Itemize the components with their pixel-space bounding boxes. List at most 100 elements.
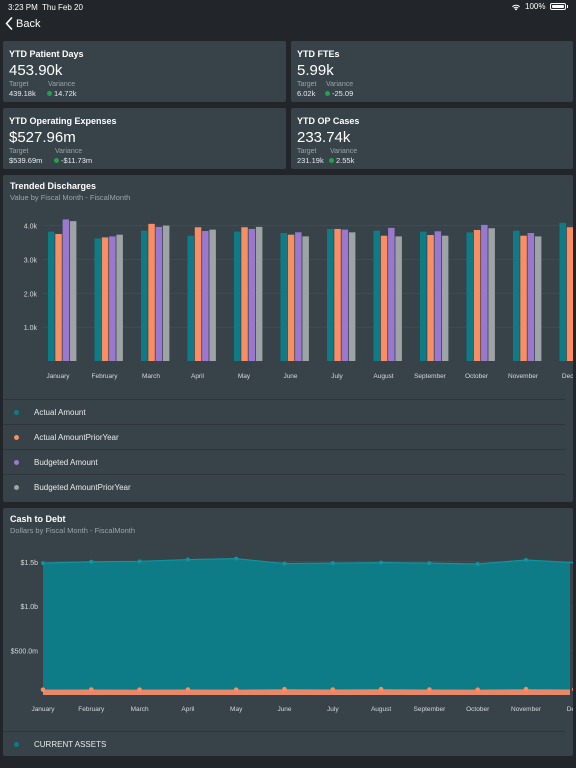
kpi-title: YTD Patient Days <box>9 49 84 59</box>
point-current-assets <box>379 560 384 565</box>
target-value-text: 231.19k <box>297 156 324 165</box>
target-value: 231.19k <box>297 156 324 165</box>
x-tick-label: February <box>91 373 118 380</box>
x-tick-label: August <box>373 373 393 380</box>
point-current-assets <box>41 561 45 566</box>
bar <box>527 232 535 361</box>
x-tick-label: June <box>277 706 291 713</box>
nav-bar: Back <box>0 14 576 38</box>
variance-status-icon <box>47 91 52 96</box>
cash-to-debt-card: Cash to Debt Dollars by Fiscal Month - F… <box>3 508 573 756</box>
bar <box>94 238 101 361</box>
point-current-assets <box>330 561 335 566</box>
x-tick-label: March <box>142 373 160 380</box>
x-tick-label: February <box>78 706 105 713</box>
y-tick-label: 2.0k <box>24 291 38 298</box>
legend-item-actual-prior-year[interactable]: Actual AmountPriorYear <box>3 424 565 450</box>
target-value-text: 6.02k <box>297 89 316 98</box>
y-tick-label: 3.0k <box>24 257 38 264</box>
kpi-card-patient-days[interactable]: YTD Patient Days 453.90k Target Variance… <box>3 41 286 102</box>
target-label: Target <box>9 81 29 88</box>
bar <box>255 226 263 361</box>
bar <box>420 231 427 361</box>
kpi-title: YTD Operating Expenses <box>9 116 117 126</box>
back-button[interactable]: Back <box>5 17 40 30</box>
x-tick-label: April <box>181 706 195 713</box>
legend-item-budgeted-amount[interactable]: Budgeted Amount <box>3 449 565 475</box>
bar <box>348 232 356 361</box>
bar <box>559 222 566 361</box>
chevron-left-icon <box>5 17 13 30</box>
status-time: 3:23 PM <box>8 3 38 12</box>
chart-title: Cash to Debt <box>10 514 66 524</box>
area-current-assets <box>43 558 573 695</box>
point-series-2 <box>40 687 46 692</box>
x-tick-label: Dece <box>562 373 573 380</box>
point-series-2 <box>185 687 191 692</box>
battery-cap <box>566 5 568 8</box>
point-current-assets <box>282 561 287 566</box>
x-tick-label: May <box>230 706 243 713</box>
target-label: Target <box>297 81 317 88</box>
legend-label: Actual Amount <box>34 408 86 417</box>
bar <box>234 231 241 361</box>
back-label: Back <box>16 17 41 30</box>
bar <box>334 228 341 361</box>
bar <box>395 236 402 361</box>
y-tick-label: $1.0b <box>20 604 38 611</box>
x-tick-label: January <box>46 373 70 380</box>
x-tick-label: July <box>327 706 339 713</box>
bar <box>287 234 295 361</box>
point-current-assets <box>185 557 190 562</box>
bar <box>209 229 216 361</box>
bar <box>466 232 473 361</box>
x-tick-label: August <box>371 706 391 713</box>
bar <box>101 237 109 361</box>
chart-title: Trended Discharges <box>10 181 97 191</box>
bar <box>295 232 302 361</box>
bar <box>116 234 123 361</box>
bar <box>566 227 573 361</box>
kpi-card-op-cases[interactable]: YTD OP Cases 233.74k Target Variance 231… <box>291 108 573 169</box>
legend-item-current-assets[interactable]: CURRENT ASSETS <box>3 731 565 756</box>
bar <box>187 235 194 361</box>
legend-item-actual-amount[interactable]: Actual Amount <box>3 399 565 425</box>
point-current-assets <box>137 559 142 564</box>
x-tick-label: April <box>191 373 205 380</box>
bar <box>327 228 334 361</box>
kpi-value: 5.99k <box>297 62 334 79</box>
bar <box>241 227 248 361</box>
variance-status-icon <box>329 158 334 163</box>
variance-value: 2.55k <box>329 156 354 165</box>
bar <box>481 224 488 361</box>
bar <box>194 227 202 361</box>
bar <box>69 221 77 361</box>
legend-label: CURRENT ASSETS <box>34 740 107 749</box>
x-tick-label: November <box>508 373 539 380</box>
bar <box>302 236 309 361</box>
discharges-bar-chart: 1.0k 2.0k 3.0k 4.0k January February March Apri… <box>24 219 573 380</box>
x-tick-label: October <box>465 373 489 380</box>
bar <box>373 230 380 361</box>
kpi-card-operating-expenses[interactable]: YTD Operating Expenses $527.96m Target V… <box>3 108 286 169</box>
target-value: 439.18k <box>9 89 36 98</box>
bar <box>380 235 388 361</box>
status-date: Thu Feb 20 <box>42 3 83 12</box>
point-series-2 <box>233 687 239 692</box>
legend-item-budgeted-prior-year[interactable]: Budgeted AmountPriorYear <box>3 474 565 500</box>
bar <box>427 235 434 361</box>
legend-swatch <box>14 742 19 747</box>
point-series-2 <box>282 686 287 692</box>
legend-swatch <box>14 485 19 490</box>
variance-value-text: 14.72k <box>54 89 77 98</box>
bar <box>55 234 62 361</box>
trended-discharges-card: Trended Discharges Value by Fiscal Month… <box>3 175 573 502</box>
legend-label: Actual AmountPriorYear <box>34 433 119 442</box>
target-label: Target <box>297 148 317 155</box>
point-series-2 <box>378 686 384 692</box>
variance-value-text: 2.55k <box>336 156 355 165</box>
kpi-title: YTD FTEs <box>297 49 340 59</box>
kpi-card-ftes[interactable]: YTD FTEs 5.99k Target Variance 6.02k -25… <box>291 41 573 102</box>
target-value-text: 439.18k <box>9 89 36 98</box>
variance-value: -$11.73m <box>54 156 92 165</box>
